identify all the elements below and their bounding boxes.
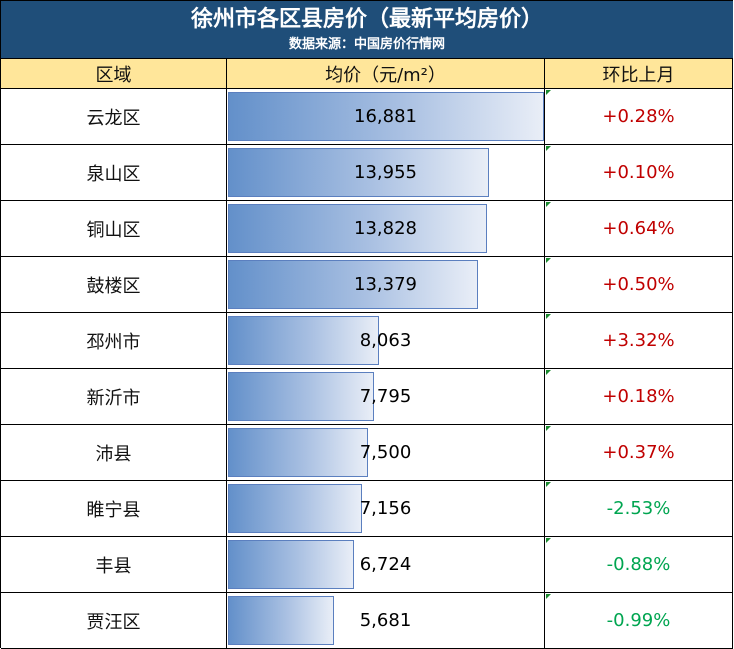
title-banner: 徐州市各区县房价（最新平均房价） 数据来源：中国房价行情网 (1, 1, 733, 59)
change-label: +0.64% (602, 218, 675, 239)
region-cell: 泉山区 (1, 145, 227, 201)
change-label: +0.18% (602, 386, 675, 407)
change-cell: +0.18% (545, 369, 733, 425)
header-region: 区域 (1, 59, 227, 89)
cell-marker-icon (546, 594, 551, 599)
price-bar (228, 316, 379, 365)
cell-marker-icon (546, 90, 551, 95)
price-cell: 13,828 (227, 201, 545, 257)
region-cell: 新沂市 (1, 369, 227, 425)
cell-marker-icon (546, 146, 551, 151)
region-cell: 沛县 (1, 425, 227, 481)
region-cell: 云龙区 (1, 89, 227, 145)
region-cell: 睢宁县 (1, 481, 227, 537)
price-label: 6,724 (359, 554, 412, 575)
price-cell: 7,795 (227, 369, 545, 425)
change-cell: +3.32% (545, 313, 733, 369)
change-label: +0.10% (602, 162, 675, 183)
change-cell: -0.88% (545, 537, 733, 593)
change-cell: +0.28% (545, 89, 733, 145)
price-cell: 13,955 (227, 145, 545, 201)
price-bar (228, 372, 374, 421)
cell-marker-icon (546, 202, 551, 207)
region-cell: 鼓楼区 (1, 257, 227, 313)
change-label: +3.32% (602, 330, 675, 351)
change-label: +0.28% (602, 106, 675, 127)
header-price: 均价（元/m²） (227, 59, 545, 89)
price-cell: 6,724 (227, 537, 545, 593)
price-bar (228, 596, 334, 645)
price-label: 13,955 (354, 162, 417, 183)
region-cell: 贾汪区 (1, 593, 227, 649)
cell-marker-icon (546, 426, 551, 431)
region-cell: 丰县 (1, 537, 227, 593)
cell-marker-icon (546, 482, 551, 487)
cell-marker-icon (546, 258, 551, 263)
price-label: 13,379 (354, 274, 417, 295)
change-label: -2.53% (606, 498, 671, 519)
change-label: -0.88% (606, 554, 671, 575)
price-label: 7,156 (359, 498, 412, 519)
change-label: +0.37% (602, 442, 675, 463)
change-cell: -2.53% (545, 481, 733, 537)
change-cell: +0.37% (545, 425, 733, 481)
cell-marker-icon (546, 314, 551, 319)
price-label: 8,063 (359, 330, 412, 351)
change-cell: +0.10% (545, 145, 733, 201)
cell-marker-icon (546, 538, 551, 543)
price-label: 5,681 (359, 610, 412, 631)
change-cell: -0.99% (545, 593, 733, 649)
price-bar (228, 260, 478, 309)
cell-marker-icon (546, 370, 551, 375)
region-cell: 邳州市 (1, 313, 227, 369)
price-label: 7,500 (359, 442, 412, 463)
change-label: -0.99% (606, 610, 671, 631)
price-cell: 13,379 (227, 257, 545, 313)
price-label: 16,881 (354, 106, 417, 127)
price-cell: 16,881 (227, 89, 545, 145)
data-source: 数据来源：中国房价行情网 (288, 37, 445, 52)
change-cell: +0.64% (545, 201, 733, 257)
price-cell: 5,681 (227, 593, 545, 649)
price-cell: 7,500 (227, 425, 545, 481)
price-bar (228, 540, 354, 589)
price-bar (228, 428, 368, 477)
price-bar (228, 204, 487, 253)
change-cell: +0.50% (545, 257, 733, 313)
region-cell: 铜山区 (1, 201, 227, 257)
change-label: +0.50% (602, 274, 675, 295)
price-label: 13,828 (354, 218, 417, 239)
header-change: 环比上月 (545, 59, 733, 89)
price-bar (228, 484, 362, 533)
price-bar (228, 148, 489, 197)
price-cell: 7,156 (227, 481, 545, 537)
chart-title: 徐州市各区县房价（最新平均房价） (190, 7, 543, 32)
price-bar (228, 92, 544, 141)
price-label: 7,795 (359, 386, 412, 407)
price-cell: 8,063 (227, 313, 545, 369)
